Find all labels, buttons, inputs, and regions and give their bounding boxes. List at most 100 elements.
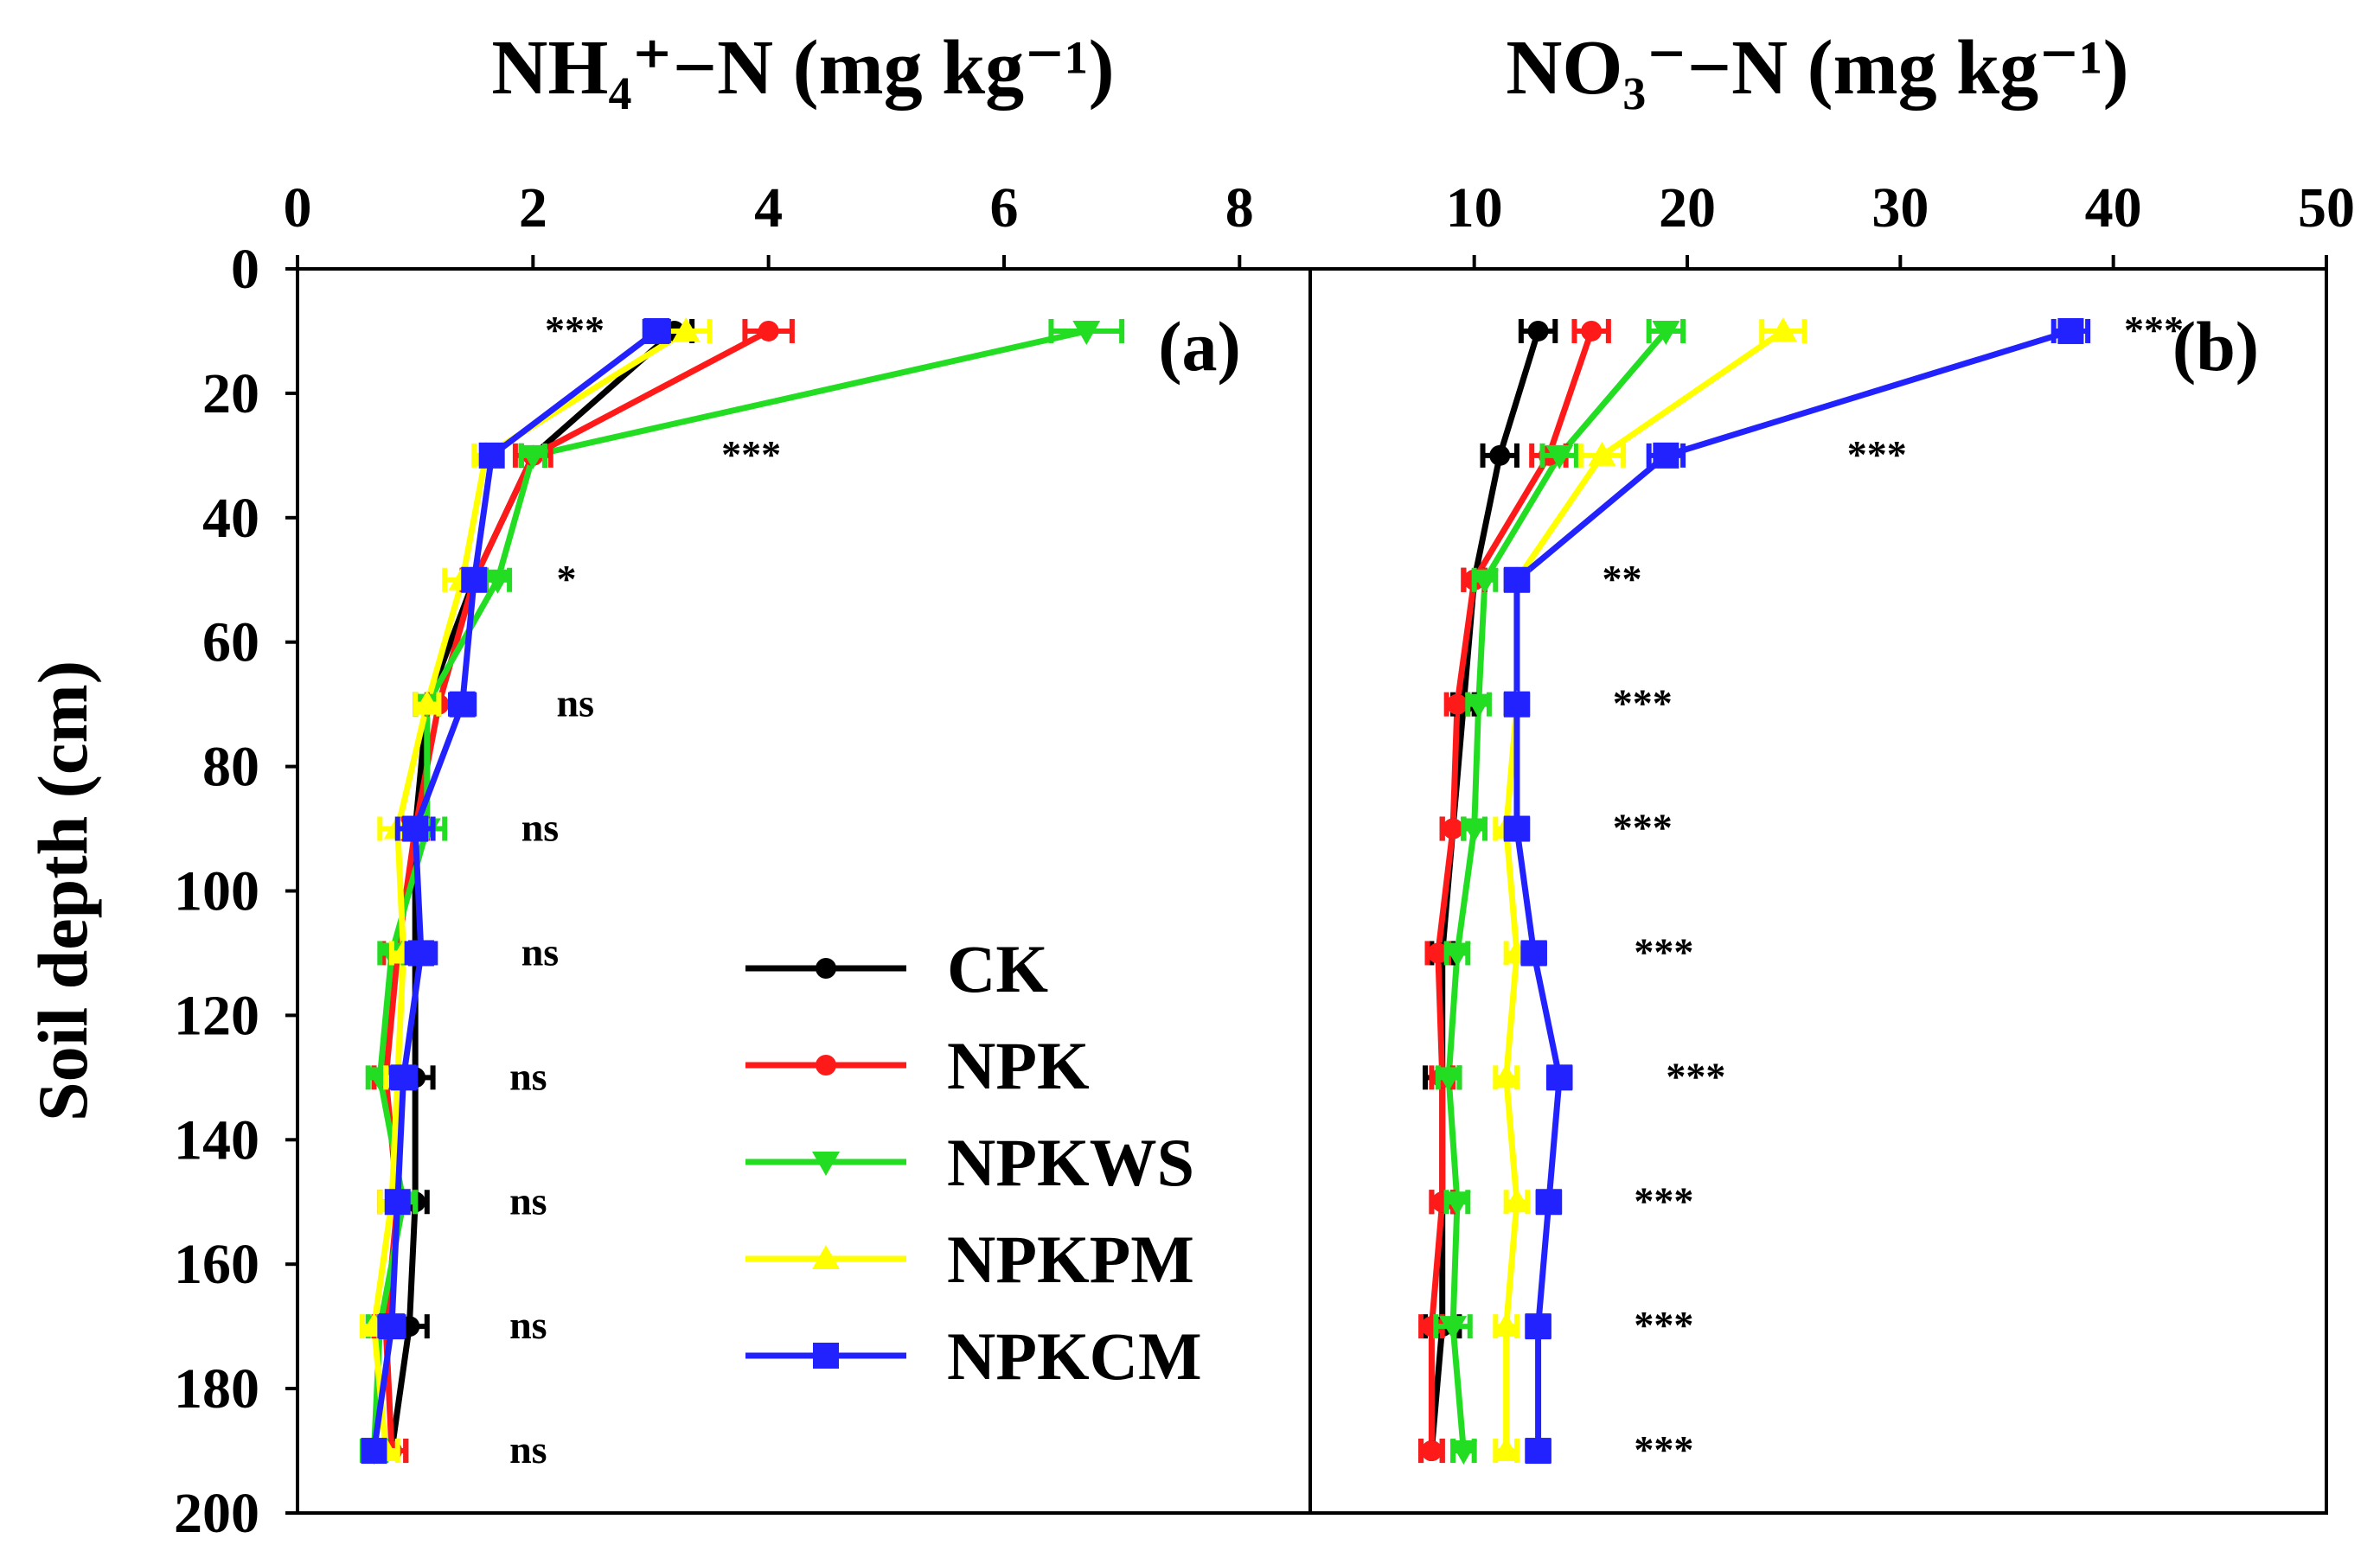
panel-b-significance: ***	[1634, 1303, 1693, 1347]
legend-marker	[813, 1343, 839, 1369]
panel-b-point-npkcm	[2057, 317, 2084, 344]
panel-b-significance: ***	[1613, 806, 1673, 850]
panel-a-point-npkcm	[384, 1189, 411, 1216]
panel-b-point-npkws	[1443, 942, 1471, 967]
legend-entry-npk: NPK	[745, 1028, 1090, 1103]
panel-a-xtick-label: 2	[519, 176, 547, 239]
panel-b-point-npkws	[1652, 320, 1680, 345]
panel-b-point-npkws	[1439, 1316, 1468, 1341]
panel-b-significance: ***	[1634, 1427, 1693, 1471]
plot-layer: *******nsnsnsnsnsnsns*******************…	[359, 308, 2184, 1471]
panel-b-axis-title: NO₃⁻−N (mg kg⁻¹)	[1506, 25, 2128, 111]
ytick-label: 40	[202, 487, 259, 550]
panel-a-significance: ns	[509, 1178, 547, 1222]
panel-b-point-ck	[1489, 444, 1511, 466]
panel-b-point-npkpm	[1492, 1312, 1520, 1337]
panel-b-point-npkcm	[1503, 566, 1530, 593]
panel-b-point-npkws	[1545, 444, 1574, 469]
panel-b-series-npkcm-line	[1513, 328, 2072, 1452]
panel-a-point-npkws	[1072, 320, 1101, 345]
panel-a-significance: *	[557, 557, 577, 601]
panel-b-significance: **	[1602, 557, 1641, 601]
panel-a-point-npkcm	[478, 442, 505, 469]
legend-marker	[812, 1245, 840, 1269]
panel-a-point-npk	[758, 320, 779, 342]
panel-a-point-npkcm	[407, 940, 434, 967]
panel-b-significance: ***	[1847, 432, 1907, 476]
legend-entry-npkcm: NPKCM	[745, 1318, 1202, 1394]
ytick-label: 20	[202, 362, 259, 425]
panel-b-point-ck	[1527, 320, 1549, 342]
legend-label: CK	[947, 931, 1048, 1006]
panel-b-point-npkcm	[1525, 1438, 1551, 1465]
panel-b-series-npkws-line	[1445, 329, 1669, 1452]
y-axis-label: Soil depth (cm)	[23, 661, 102, 1121]
panel-b-point-npkpm	[1492, 1063, 1520, 1088]
panel-a-significance: ns	[557, 681, 594, 725]
panel-b-significance: ***	[1613, 681, 1673, 725]
panel-a-xtick-label: 0	[284, 176, 312, 239]
panel-b-point-npk	[1443, 818, 1464, 839]
ytick-label: 100	[174, 860, 259, 923]
panel-b-point-npkcm	[1546, 1064, 1573, 1091]
panel-a-point-npkws	[519, 444, 547, 469]
panel-b-point-npkws	[1464, 693, 1493, 718]
panel-b-frame	[1308, 267, 2328, 1515]
panel-b-point-npkcm	[1525, 1313, 1551, 1340]
panel-b-point-npkcm	[1503, 815, 1530, 842]
panel-b-point-npk	[1427, 942, 1449, 964]
panel-a-point-npkcm	[390, 1064, 417, 1091]
legend-label: NPK	[947, 1028, 1090, 1103]
ytick-label: 160	[174, 1233, 259, 1296]
panel-b-significance: ***	[2124, 308, 2184, 352]
panel-a-significance: ***	[721, 432, 781, 476]
panel-a-xtick-label: 6	[989, 176, 1018, 239]
panel-a-significance: ns	[509, 1054, 547, 1098]
ytick-label: 140	[174, 1108, 259, 1171]
panel-a-significance: ns	[509, 1427, 547, 1471]
panel-b-point-npkws	[1449, 1440, 1478, 1465]
panel-b-series-npk-line	[1428, 329, 1595, 1452]
panel-a-point-npkcm	[643, 317, 670, 344]
panel-b-series-npkpm-line	[1503, 329, 1785, 1452]
legend-label: NPKPM	[947, 1222, 1194, 1297]
panel-b-point-npkcm	[1520, 940, 1547, 967]
legend-entry-npkpm: NPKPM	[745, 1222, 1194, 1297]
panel-a-significance: ns	[509, 1303, 547, 1347]
ytick-label: 180	[174, 1357, 259, 1420]
panel-b-significance: ***	[1634, 929, 1693, 974]
panel-a-point-npkws	[483, 569, 512, 594]
ytick-label: 80	[202, 736, 259, 799]
panel-a-series-npkcm-line	[371, 329, 659, 1452]
ytick-label: 200	[174, 1482, 259, 1545]
legend-marker	[816, 1055, 836, 1076]
panel-b-point-npkpm	[1502, 1188, 1531, 1213]
panel-a-axis-title: NH₄⁺−N (mg kg⁻¹)	[491, 25, 1114, 111]
panel-b-point-npkws	[1460, 818, 1488, 843]
panel-b-xtick-label: 10	[1446, 176, 1503, 239]
legend: CK NPK NPKWS NPKPM NPKCM	[745, 931, 1202, 1394]
panel-b-point-npkcm	[1535, 1189, 1562, 1216]
legend-entry-npkws: NPKWS	[745, 1125, 1194, 1200]
panel-b-xtick-label: 30	[1871, 176, 1929, 239]
panel-b-xtick-label: 40	[2085, 176, 2142, 239]
panel-b-point-npkpm	[1588, 441, 1616, 466]
legend-label: NPKCM	[947, 1318, 1202, 1394]
panel-b-label: (b)	[2172, 307, 2259, 386]
panel-b-xtick-label: 20	[1659, 176, 1716, 239]
panel-a-point-npkpm	[413, 690, 441, 715]
panel-a-series-ck-line	[388, 329, 677, 1452]
panel-b-significance: ***	[1634, 1178, 1693, 1222]
panel-b-xtick-label: 50	[2298, 176, 2355, 239]
panel-b-point-npk	[1421, 1440, 1443, 1462]
panel-b-point-npkpm	[1492, 1437, 1520, 1462]
panel-a-significance: ns	[521, 929, 559, 974]
panel-a-point-npkcm	[378, 1313, 405, 1340]
panel-b-significance: ***	[1666, 1054, 1725, 1098]
legend-entry-ck: CK	[745, 931, 1048, 1006]
panel-b-point-npkcm	[1653, 442, 1679, 469]
panel-a-point-npkpm	[672, 316, 701, 342]
legend-label: NPKWS	[947, 1125, 1194, 1200]
panel-a-significance: ns	[521, 806, 559, 850]
